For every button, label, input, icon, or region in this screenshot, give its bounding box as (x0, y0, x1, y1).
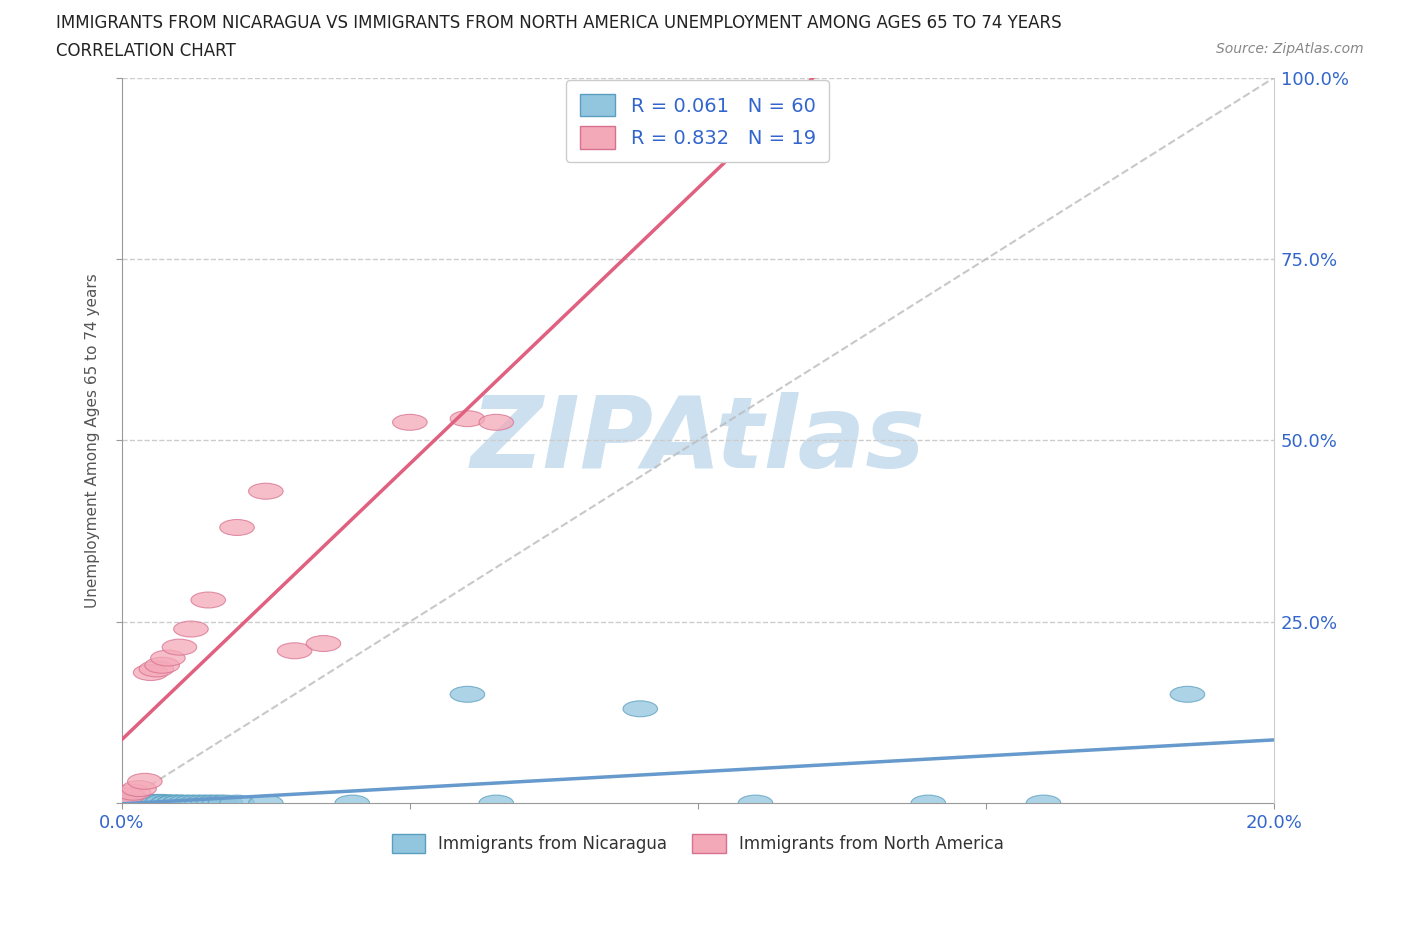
Ellipse shape (197, 795, 231, 811)
Ellipse shape (128, 794, 162, 810)
Y-axis label: Unemployment Among Ages 65 to 74 years: Unemployment Among Ages 65 to 74 years (86, 273, 100, 608)
Ellipse shape (219, 520, 254, 536)
Ellipse shape (139, 794, 174, 810)
Ellipse shape (150, 650, 186, 666)
Ellipse shape (174, 621, 208, 637)
Ellipse shape (202, 795, 238, 811)
Ellipse shape (104, 794, 139, 810)
Ellipse shape (104, 795, 139, 811)
Ellipse shape (139, 661, 174, 677)
Ellipse shape (150, 795, 186, 811)
Ellipse shape (128, 795, 162, 811)
Ellipse shape (191, 795, 225, 811)
Ellipse shape (110, 794, 145, 810)
Text: ZIPAtlas: ZIPAtlas (471, 392, 925, 489)
Ellipse shape (623, 701, 658, 717)
Ellipse shape (104, 793, 139, 810)
Ellipse shape (249, 484, 283, 499)
Ellipse shape (392, 415, 427, 431)
Ellipse shape (162, 795, 197, 811)
Ellipse shape (162, 639, 197, 655)
Ellipse shape (122, 780, 156, 797)
Ellipse shape (450, 411, 485, 427)
Ellipse shape (110, 795, 145, 811)
Ellipse shape (1026, 795, 1060, 811)
Ellipse shape (122, 795, 156, 811)
Ellipse shape (219, 795, 254, 811)
Ellipse shape (145, 658, 180, 673)
Ellipse shape (104, 795, 139, 811)
Ellipse shape (911, 795, 946, 811)
Ellipse shape (162, 795, 197, 811)
Ellipse shape (117, 794, 150, 810)
Ellipse shape (150, 795, 186, 811)
Ellipse shape (110, 795, 145, 811)
Ellipse shape (134, 795, 167, 811)
Ellipse shape (122, 794, 156, 810)
Ellipse shape (139, 795, 174, 811)
Ellipse shape (479, 415, 513, 431)
Ellipse shape (122, 795, 156, 811)
Ellipse shape (307, 635, 340, 652)
Ellipse shape (104, 795, 139, 811)
Legend: Immigrants from Nicaragua, Immigrants from North America: Immigrants from Nicaragua, Immigrants fr… (385, 828, 1011, 860)
Ellipse shape (110, 793, 145, 810)
Ellipse shape (104, 794, 139, 810)
Ellipse shape (1170, 686, 1205, 702)
Ellipse shape (104, 795, 139, 811)
Ellipse shape (335, 795, 370, 811)
Ellipse shape (110, 795, 145, 811)
Ellipse shape (117, 784, 150, 800)
Ellipse shape (167, 795, 202, 811)
Ellipse shape (180, 795, 214, 811)
Ellipse shape (110, 795, 145, 811)
Ellipse shape (128, 774, 162, 790)
Text: IMMIGRANTS FROM NICARAGUA VS IMMIGRANTS FROM NORTH AMERICA UNEMPLOYMENT AMONG AG: IMMIGRANTS FROM NICARAGUA VS IMMIGRANTS … (56, 14, 1062, 32)
Text: CORRELATION CHART: CORRELATION CHART (56, 42, 236, 60)
Ellipse shape (249, 795, 283, 811)
Ellipse shape (145, 794, 180, 810)
Ellipse shape (156, 795, 191, 811)
Ellipse shape (117, 795, 150, 811)
Ellipse shape (104, 795, 139, 811)
Ellipse shape (117, 794, 150, 810)
Ellipse shape (117, 795, 150, 811)
Text: Source: ZipAtlas.com: Source: ZipAtlas.com (1216, 42, 1364, 56)
Ellipse shape (277, 643, 312, 658)
Ellipse shape (128, 795, 162, 811)
Ellipse shape (479, 795, 513, 811)
Ellipse shape (104, 795, 139, 811)
Ellipse shape (738, 795, 773, 811)
Ellipse shape (191, 592, 225, 608)
Ellipse shape (145, 795, 180, 811)
Ellipse shape (122, 794, 156, 810)
Ellipse shape (110, 788, 145, 804)
Ellipse shape (134, 795, 167, 811)
Ellipse shape (186, 795, 219, 811)
Ellipse shape (117, 795, 150, 811)
Ellipse shape (450, 686, 485, 702)
Ellipse shape (104, 795, 139, 811)
Ellipse shape (134, 794, 167, 810)
Ellipse shape (110, 794, 145, 810)
Ellipse shape (156, 795, 191, 811)
Ellipse shape (174, 795, 208, 811)
Ellipse shape (134, 665, 167, 681)
Ellipse shape (208, 795, 243, 811)
Ellipse shape (104, 795, 139, 811)
